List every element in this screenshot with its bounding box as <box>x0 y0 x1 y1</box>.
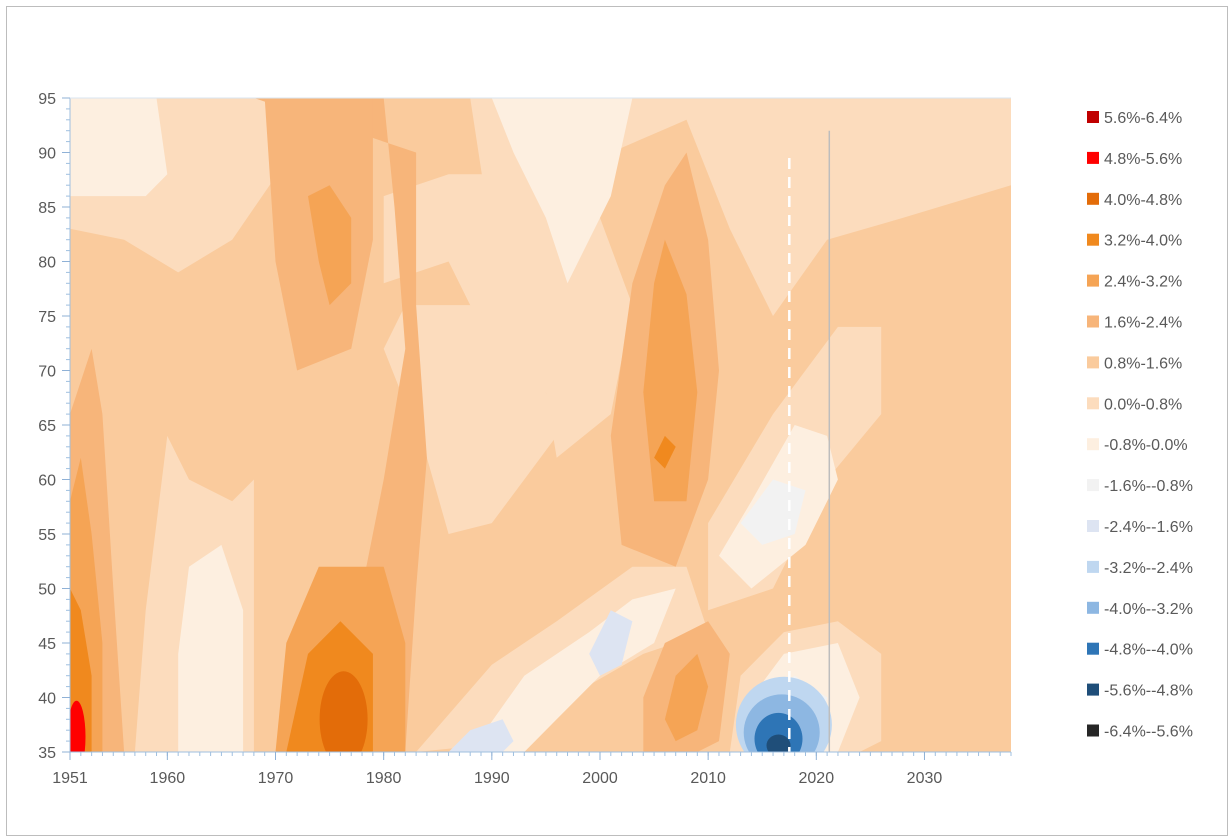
y-tick-label: 95 <box>38 91 56 108</box>
y-tick-label: 45 <box>38 636 56 653</box>
legend: 5.6%-6.4% 4.8%-5.6% 4.0%-4.8% 3.2%-4.0% 2.4%… <box>1087 110 1193 741</box>
legend-label: -4.8%--4.0% <box>1104 642 1193 659</box>
legend-label: -1.6%--0.8% <box>1104 478 1193 495</box>
legend-swatch <box>1087 151 1099 164</box>
contour-top-middle-cool <box>491 98 633 284</box>
legend-label: 2.4%-3.2% <box>1104 274 1182 291</box>
legend-swatch <box>1087 356 1099 369</box>
legend-label: -0.8%-0.0% <box>1104 437 1188 454</box>
contour-top-left-cool <box>70 98 168 197</box>
legend-swatch <box>1087 642 1099 655</box>
y-tick-label: 70 <box>38 364 56 381</box>
legend-label: 5.6%-6.4% <box>1104 110 1182 127</box>
legend-swatch <box>1087 192 1099 205</box>
legend-swatch <box>1087 601 1099 614</box>
y-tick-label: 80 <box>38 255 56 272</box>
x-tick-label: 1960 <box>150 770 186 787</box>
contour-2000s-core <box>643 239 698 502</box>
y-tick-label: 35 <box>38 745 56 762</box>
legend-swatch <box>1087 520 1099 532</box>
x-tick-label: 2000 <box>582 770 618 787</box>
contour-left-cool-column <box>178 544 244 752</box>
legend-label: -3.2%--2.4% <box>1104 560 1193 577</box>
legend-label: 4.0%-4.8% <box>1104 192 1182 209</box>
contour-1970s-top <box>308 185 352 306</box>
x-tick-label: 1951 <box>52 770 88 787</box>
legend-swatch <box>1087 438 1099 451</box>
plot-area <box>70 98 1011 752</box>
y-tick-label: 65 <box>38 418 56 435</box>
x-tick-label: 1970 <box>258 770 294 787</box>
contour-1980s-low-blue <box>448 719 514 752</box>
legend-swatch <box>1087 683 1099 696</box>
contour-blue-ring-3 <box>754 712 803 752</box>
y-tick-label: 40 <box>38 691 56 708</box>
y-tick-label: 75 <box>38 309 56 326</box>
x-tick-label: 1990 <box>474 770 510 787</box>
legend-label: -4.0%--3.2% <box>1104 601 1193 618</box>
contour-left-red-core <box>70 700 86 752</box>
x-tick-label: 2010 <box>690 770 726 787</box>
y-tick-label: 50 <box>38 582 56 599</box>
contour-2000s-low-2 <box>664 653 709 742</box>
x-tick-label: 2030 <box>907 770 943 787</box>
axes: 1951 1960 1970 1980 1990 2000 2010 2020 2030 35 40… <box>38 91 1012 787</box>
legend-swatch <box>1087 111 1099 123</box>
legend-label: -6.4%--5.6% <box>1104 724 1193 741</box>
contour-2000s-low-blue <box>589 610 633 676</box>
reference-lines <box>788 130 831 752</box>
x-tick-label: 2020 <box>799 770 835 787</box>
contour-middle-lower-band <box>383 305 557 534</box>
y-tick-label: 60 <box>38 473 56 490</box>
legend-swatch <box>1087 315 1099 328</box>
legend-label: 3.2%-4.0% <box>1104 233 1182 250</box>
legend-label: -2.4%--1.6% <box>1104 519 1193 536</box>
legend-swatch <box>1087 274 1099 287</box>
legend-swatch <box>1087 233 1099 246</box>
legend-swatch <box>1087 479 1099 492</box>
y-tick-label: 85 <box>38 200 56 217</box>
legend-swatch <box>1087 560 1099 573</box>
contour-2000s-core-2 <box>654 435 676 469</box>
y-tick-label: 55 <box>38 527 56 544</box>
legend-label: 0.8%-1.6% <box>1104 355 1182 372</box>
legend-label: 4.8%-5.6% <box>1104 151 1182 168</box>
legend-swatch <box>1087 724 1099 737</box>
y-tick-label: 90 <box>38 146 56 163</box>
legend-label: 0.0%-0.8% <box>1104 396 1182 413</box>
contour-blue-core <box>766 734 791 752</box>
contour-1970s-low-core <box>319 671 368 752</box>
legend-label: 1.6%-2.4% <box>1104 315 1182 332</box>
legend-swatch <box>1087 397 1099 410</box>
legend-label: -5.6%--4.8% <box>1104 683 1193 700</box>
x-tick-label: 1980 <box>366 770 402 787</box>
